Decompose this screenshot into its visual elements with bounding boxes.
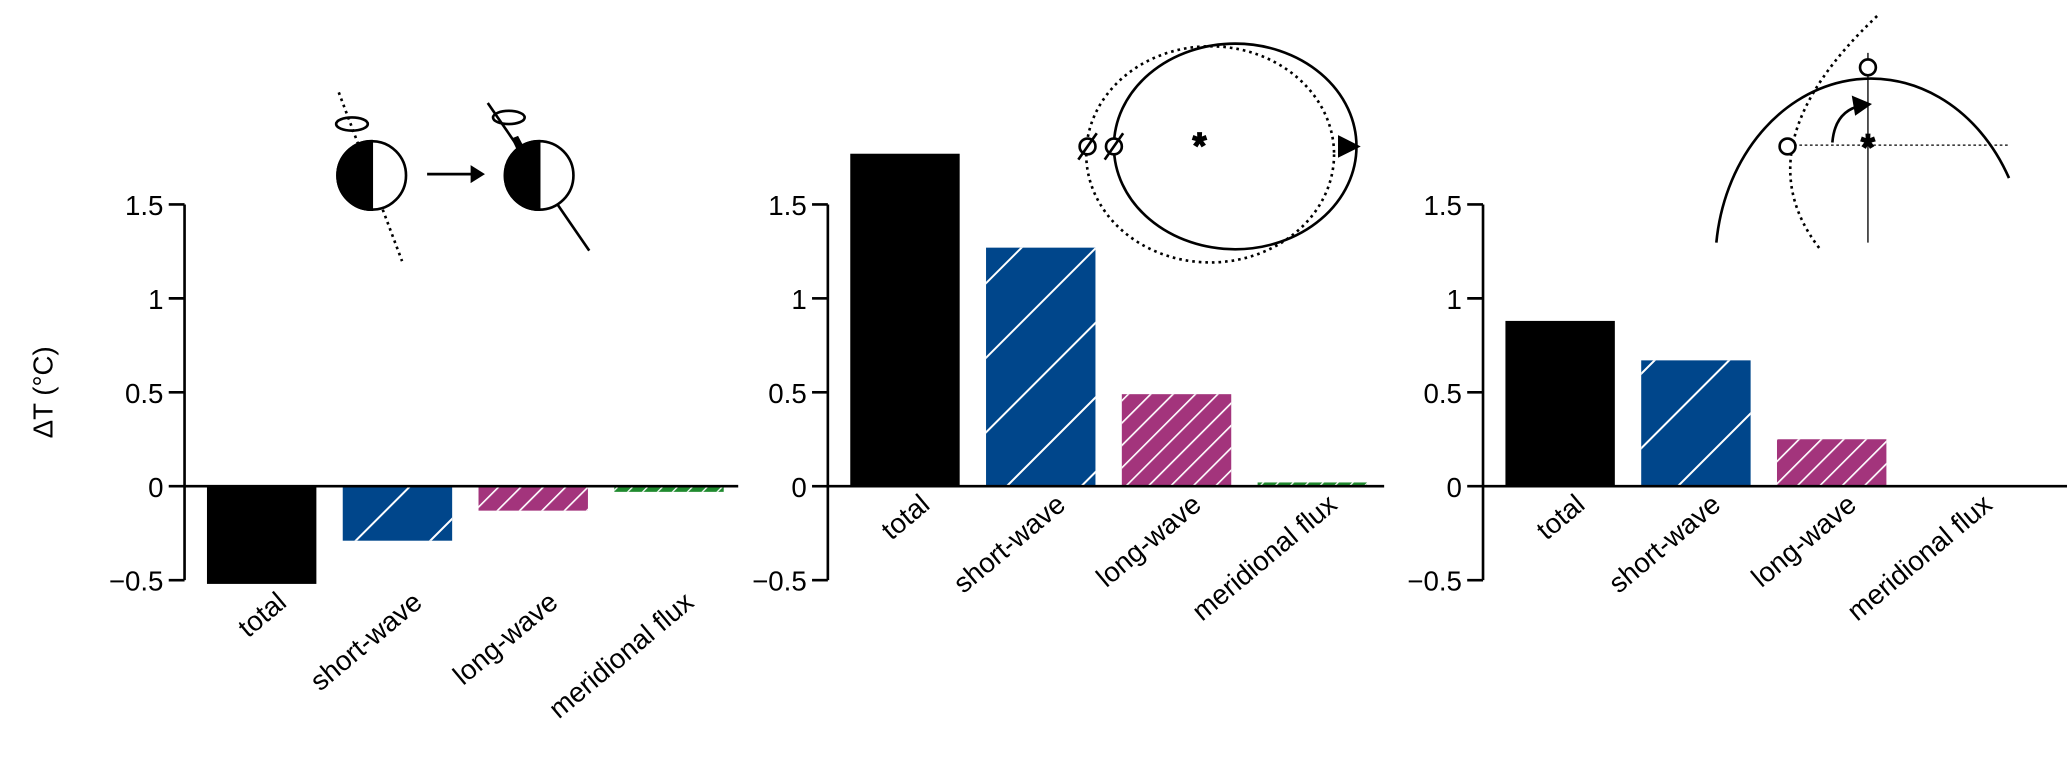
- panel: −0.5 0 0.5 1 1.5 total short-wave long-wavemeri…: [752, 153, 1385, 627]
- y-axis-label: ΔT (°C): [28, 346, 59, 438]
- bar: [850, 153, 960, 487]
- x-tick-label: meridional flux: [543, 586, 700, 725]
- x-tick-label: meridional flux: [1186, 488, 1343, 627]
- y-tick-label: 0.5: [768, 378, 806, 409]
- bar-hatch: [986, 247, 1096, 487]
- x-tick-label: total: [1530, 488, 1590, 545]
- y-tick-label: 1.5: [125, 190, 163, 221]
- bar-hatch: [1257, 482, 1368, 487]
- inset-obliquity: [334, 91, 591, 262]
- x-tick-label: meridional flux: [1841, 488, 1998, 627]
- x-tick-label: total: [232, 586, 292, 643]
- bar: [1505, 320, 1615, 487]
- bar-hatch: [1776, 439, 1887, 487]
- bar-hatch: [1641, 360, 1751, 487]
- bar-hatch: [614, 486, 724, 492]
- panel: −0.5 0 0.5 1 1.5 total short-wave long-wavemeri…: [1407, 190, 2067, 627]
- y-tick-label: 1: [791, 284, 806, 315]
- y-tick-label: 0.5: [1423, 378, 1461, 409]
- y-tick-label: 0: [1447, 472, 1462, 503]
- bar-hatch: [478, 486, 588, 511]
- y-tick-label: 1.5: [768, 190, 806, 221]
- panel: −0.5 0 0.5 1 1.5 ΔT (°C) total short-wave long-w…: [28, 190, 739, 725]
- inset-precession: *: [1715, 14, 2011, 249]
- inset-eccentricity: *: [1077, 42, 1361, 264]
- x-tick-label: short-wave: [304, 586, 428, 697]
- x-tick-label: short-wave: [947, 488, 1071, 599]
- y-tick-label: −0.5: [752, 566, 807, 597]
- y-tick-label: 0.5: [125, 378, 163, 409]
- svg-text:*: *: [1861, 128, 1874, 166]
- y-tick-label: −0.5: [1407, 566, 1462, 597]
- x-tick-label: total: [875, 488, 935, 545]
- y-tick-label: 0: [791, 472, 806, 503]
- y-tick-label: 1: [1447, 284, 1462, 315]
- y-tick-label: 1.5: [1423, 190, 1461, 221]
- bar-hatch: [342, 486, 453, 541]
- x-tick-label: short-wave: [1603, 488, 1727, 599]
- x-tick-label: long-wave: [1745, 488, 1862, 593]
- y-tick-label: 0: [148, 472, 163, 503]
- bar: [206, 486, 317, 584]
- bar-hatch: [1121, 394, 1232, 487]
- svg-text:*: *: [1193, 127, 1206, 165]
- x-tick-label: long-wave: [447, 586, 564, 691]
- x-tick-label: long-wave: [1090, 488, 1207, 593]
- y-tick-label: −0.5: [109, 566, 164, 597]
- y-tick-label: 1: [148, 284, 163, 315]
